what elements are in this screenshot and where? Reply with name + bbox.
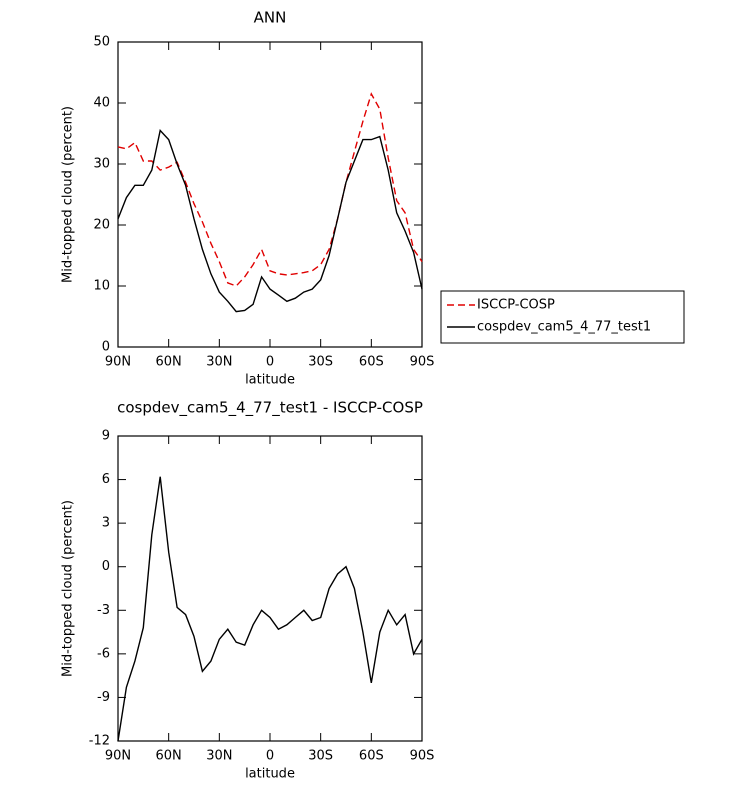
- plot-frame: [117, 435, 423, 742]
- legend-box: [440, 290, 685, 344]
- x-tick-label: 60N: [156, 749, 182, 764]
- y-tick-label: -9: [97, 690, 110, 705]
- x-tick-label: 90N: [105, 749, 131, 764]
- x-axis-label: latitude: [245, 373, 295, 388]
- x-tick-label: 60N: [156, 355, 182, 370]
- x-tick-label: 30S: [308, 749, 333, 764]
- data-line: [117, 129, 423, 313]
- x-tick-label: 30N: [206, 355, 232, 370]
- x-tick-label: 90S: [410, 355, 435, 370]
- x-tick-label: 0: [266, 355, 274, 370]
- y-tick-label: 0: [102, 340, 110, 355]
- y-tick-label: 20: [93, 218, 110, 233]
- data-line: [117, 476, 423, 742]
- y-tick-label: 30: [93, 157, 110, 172]
- y-tick-label: -6: [97, 646, 110, 661]
- y-axis-label: Mid-topped cloud (percent): [61, 500, 76, 677]
- x-axis-label: latitude: [245, 767, 295, 782]
- x-tick-label: 0: [266, 749, 274, 764]
- x-tick-label: 60S: [359, 749, 384, 764]
- y-tick-label: -3: [97, 603, 110, 618]
- chart-title: cospdev_cam5_4_77_test1 - ISCCP-COSP: [117, 399, 423, 418]
- legend-label: ISCCP-COSP: [477, 298, 555, 313]
- x-tick-label: 90S: [410, 749, 435, 764]
- x-tick-label: 30S: [308, 355, 333, 370]
- x-tick-label: 60S: [359, 355, 384, 370]
- chart-title: ANN: [254, 9, 287, 27]
- y-axis-label: Mid-topped cloud (percent): [61, 106, 76, 283]
- y-tick-label: 6: [102, 472, 110, 487]
- y-tick-label: 40: [93, 96, 110, 111]
- y-tick-label: 50: [93, 35, 110, 50]
- plot-frame: [117, 41, 423, 348]
- y-tick-label: 0: [102, 559, 110, 574]
- x-tick-label: 90N: [105, 355, 131, 370]
- y-tick-label: 3: [102, 516, 110, 531]
- legend-label: cospdev_cam5_4_77_test1: [477, 320, 651, 335]
- x-tick-label: 30N: [206, 749, 232, 764]
- y-tick-label: 10: [93, 279, 110, 294]
- y-tick-label: 9: [102, 429, 110, 444]
- y-tick-label: -12: [89, 734, 110, 749]
- data-line: [117, 92, 423, 287]
